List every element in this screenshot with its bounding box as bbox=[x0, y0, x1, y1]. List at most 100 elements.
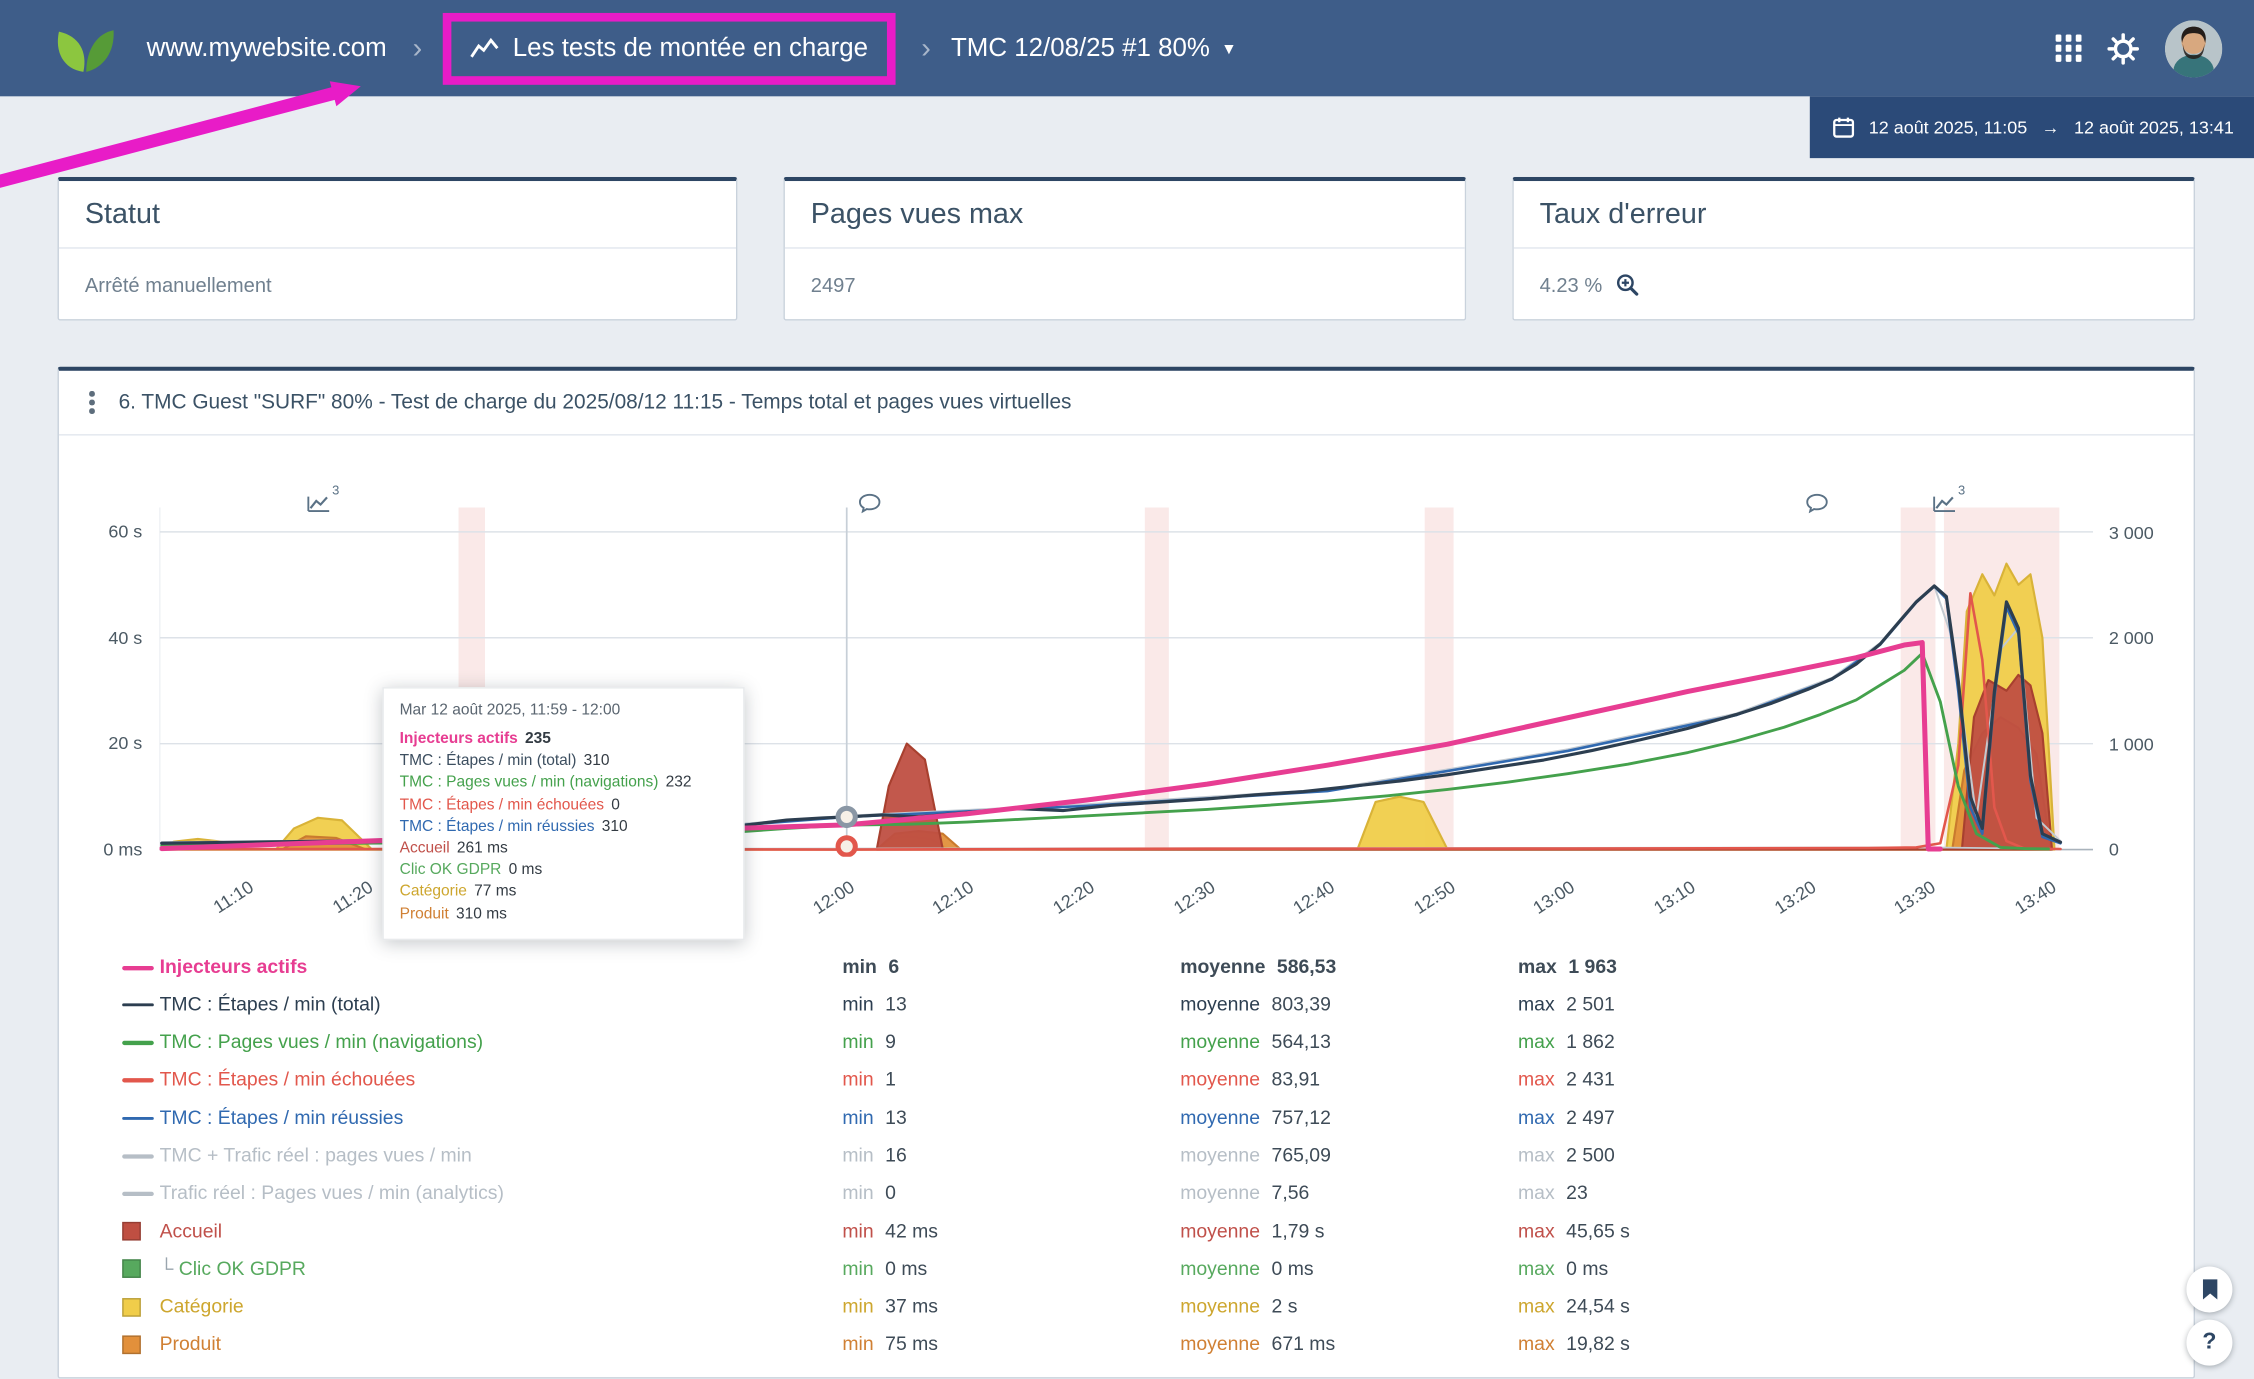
legend-stat-moyenne: moyenne 757,12 bbox=[1180, 1106, 1331, 1128]
card-pages-vues-max: Pages vues max 2497 bbox=[783, 176, 1467, 321]
chart-plot[interactable] bbox=[159, 507, 2093, 857]
legend-stat-min: min 13 bbox=[842, 1106, 907, 1128]
legend-stat-moyenne: moyenne 671 ms bbox=[1180, 1333, 1336, 1355]
legend-row-7[interactable]: Accueil min 42 ms moyenne 1,79 s max 45,65 s bbox=[59, 1213, 2194, 1251]
legend-stat-min: min 42 ms bbox=[842, 1219, 939, 1242]
legend-row-10[interactable]: Produit min 75 ms moyenne 671 ms max 19,82 s bbox=[59, 1327, 2194, 1365]
tooltip-row: Produit 310 ms bbox=[399, 905, 507, 923]
card-statut: Statut Arrêté manuellement bbox=[57, 176, 738, 321]
legend-stat-moyenne: moyenne 7,56 bbox=[1180, 1182, 1310, 1204]
hover-marker-1 bbox=[835, 835, 858, 857]
series-line-echouees bbox=[160, 591, 2062, 851]
legend-stat-moyenne: moyenne 586,53 bbox=[1180, 955, 1337, 977]
legend-stat-moyenne: moyenne 2 s bbox=[1180, 1295, 1298, 1317]
y-axis-label-right: 0 bbox=[2108, 839, 2119, 860]
breadcrumb-site[interactable]: www.mywebsite.com bbox=[146, 33, 387, 62]
gear-icon[interactable] bbox=[2107, 32, 2139, 64]
tooltip-rows: Injecteurs actifs 235 TMC : Étapes / min (… bbox=[400, 729, 728, 926]
legend-stat-min: min 13 bbox=[842, 993, 907, 1015]
card-title: Taux d'erreur bbox=[1513, 181, 2194, 249]
card-taux-erreur: Taux d'erreur 4.23 % bbox=[1512, 176, 2196, 321]
legend-swatch bbox=[122, 1003, 154, 1007]
legend-stat-min: min 0 ms bbox=[842, 1257, 928, 1280]
legend-row-3[interactable]: TMC : Étapes / min échouées min 1 moyenne 83… bbox=[59, 1062, 2194, 1100]
legend-row-8[interactable]: └ Clic OK GDPR min 0 ms moyenne 0 ms max 0 ms bbox=[59, 1251, 2194, 1289]
legend-row-0[interactable]: Injecteurs actifs min 6 moyenne 586,53 max 1 9… bbox=[59, 949, 2194, 987]
card-value: 4.23 % bbox=[1539, 272, 1603, 296]
panel-title: 6. TMC Guest "SURF" 80% - Test de charge… bbox=[118, 391, 1072, 414]
legend-stat-max: max 2 497 bbox=[1518, 1106, 1615, 1128]
card-title: Pages vues max bbox=[784, 181, 1465, 249]
legend-stat-moyenne: moyenne 1,79 s bbox=[1180, 1219, 1325, 1242]
apps-grid-icon[interactable] bbox=[2054, 34, 2082, 62]
legend-swatch bbox=[122, 1040, 154, 1045]
card-value: 2497 bbox=[810, 272, 856, 296]
y-axis-label-left: 60 s bbox=[108, 521, 143, 542]
bookmark-icon bbox=[2200, 1278, 2219, 1301]
chevron-right-icon: › bbox=[921, 32, 931, 64]
legend-stat-max: max 24,54 s bbox=[1518, 1295, 1630, 1317]
chart-annotation-comment-icon[interactable] bbox=[858, 493, 881, 520]
legend-label: TMC + Trafic réel : pages vues / min bbox=[159, 1144, 472, 1166]
legend-stat-moyenne: moyenne 83,91 bbox=[1180, 1068, 1321, 1091]
tooltip-row: TMC : Étapes / min réussies 310 bbox=[399, 817, 628, 835]
tooltip-row: Clic OK GDPR 0 ms bbox=[399, 861, 543, 879]
legend-label: Trafic réel : Pages vues / min (analytic… bbox=[159, 1182, 504, 1204]
x-axis-label: 12:20 bbox=[1049, 876, 1099, 919]
line-chart-icon bbox=[469, 37, 499, 59]
user-avatar[interactable] bbox=[2164, 19, 2223, 77]
test-name: TMC 12/08/25 #1 80% bbox=[950, 33, 1210, 62]
tooltip-title: Mar 12 août 2025, 11:59 - 12:00 bbox=[399, 701, 621, 719]
legend-label: └ Clic OK GDPR bbox=[159, 1257, 306, 1280]
date-range-picker[interactable]: 12 août 2025, 11:05 → 12 août 2025, 13:4… bbox=[1809, 96, 2254, 159]
sprout-logo-icon[interactable] bbox=[52, 19, 118, 77]
legend-label: Produit bbox=[159, 1333, 222, 1355]
kebab-menu-icon[interactable] bbox=[83, 386, 100, 420]
chart-legend: Injecteurs actifs min 6 moyenne 586,53 max 1 9… bbox=[59, 949, 2194, 1365]
card-value: Arrêté manuellement bbox=[84, 272, 272, 296]
x-axis-label: 12:00 bbox=[808, 876, 858, 919]
legend-stat-max: max 19,82 s bbox=[1518, 1333, 1630, 1355]
legend-row-2[interactable]: TMC : Pages vues / min (navigations) min 9… bbox=[59, 1024, 2194, 1062]
chevron-right-icon: › bbox=[412, 32, 423, 64]
legend-swatch bbox=[122, 1221, 141, 1241]
legend-stat-min: min 6 bbox=[842, 955, 900, 977]
legend-swatch bbox=[122, 1116, 154, 1121]
legend-row-4[interactable]: TMC : Étapes / min réussies min 13 moyenne 7… bbox=[59, 1100, 2194, 1138]
breadcrumb-section-highlighted[interactable]: Les tests de montée en charge bbox=[442, 12, 896, 85]
x-axis-label: 13:30 bbox=[1890, 876, 1940, 919]
legend-stat-max: max 1 862 bbox=[1518, 1030, 1615, 1053]
chart-annotation-chart-icon[interactable]: 3 bbox=[1932, 483, 1965, 521]
legend-swatch bbox=[122, 1297, 141, 1317]
legend-label: TMC : Pages vues / min (navigations) bbox=[159, 1030, 484, 1053]
zoom-plus-icon[interactable] bbox=[1615, 272, 1638, 295]
breadcrumb-section-label: Les tests de montée en charge bbox=[512, 33, 869, 62]
dropdown-caret-icon: ▾ bbox=[1224, 36, 1234, 59]
help-button[interactable]: ? bbox=[2186, 1319, 2233, 1366]
y-axis-label-right: 3 000 bbox=[2108, 523, 2154, 544]
test-selector-dropdown[interactable]: TMC 12/08/25 #1 80% ▾ bbox=[951, 33, 1234, 63]
legend-row-1[interactable]: TMC : Étapes / min (total) min 13 moyenne 80… bbox=[59, 987, 2194, 1025]
bookmark-button[interactable] bbox=[2186, 1266, 2233, 1313]
legend-label: Accueil bbox=[159, 1219, 223, 1242]
chart-annotation-comment-icon[interactable] bbox=[1806, 493, 1829, 520]
legend-swatch bbox=[122, 1078, 154, 1083]
legend-row-5[interactable]: TMC + Trafic réel : pages vues / min min 1… bbox=[59, 1138, 2194, 1176]
legend-label: TMC : Étapes / min échouées bbox=[159, 1068, 416, 1091]
legend-stat-min: min 0 bbox=[842, 1182, 896, 1204]
x-axis-label: 13:20 bbox=[1770, 876, 1820, 919]
legend-label: Catégorie bbox=[159, 1295, 244, 1317]
legend-stat-min: min 16 bbox=[842, 1144, 907, 1166]
tooltip-row: Accueil 261 ms bbox=[399, 839, 508, 857]
legend-stat-min: min 75 ms bbox=[842, 1333, 939, 1355]
x-axis-label: 12:30 bbox=[1169, 876, 1219, 919]
chart-annotation-chart-icon[interactable]: 3 bbox=[306, 483, 339, 521]
legend-stat-moyenne: moyenne 765,09 bbox=[1180, 1144, 1331, 1166]
x-axis-label: 12:40 bbox=[1289, 876, 1339, 919]
panel-header: 6. TMC Guest "SURF" 80% - Test de charge… bbox=[58, 371, 2194, 436]
x-axis-label: 13:00 bbox=[1530, 876, 1579, 919]
legend-row-9[interactable]: Catégorie min 37 ms moyenne 2 s max 24,54 s bbox=[59, 1289, 2194, 1327]
legend-row-6[interactable]: Trafic réel : Pages vues / min (analytic… bbox=[59, 1176, 2194, 1214]
